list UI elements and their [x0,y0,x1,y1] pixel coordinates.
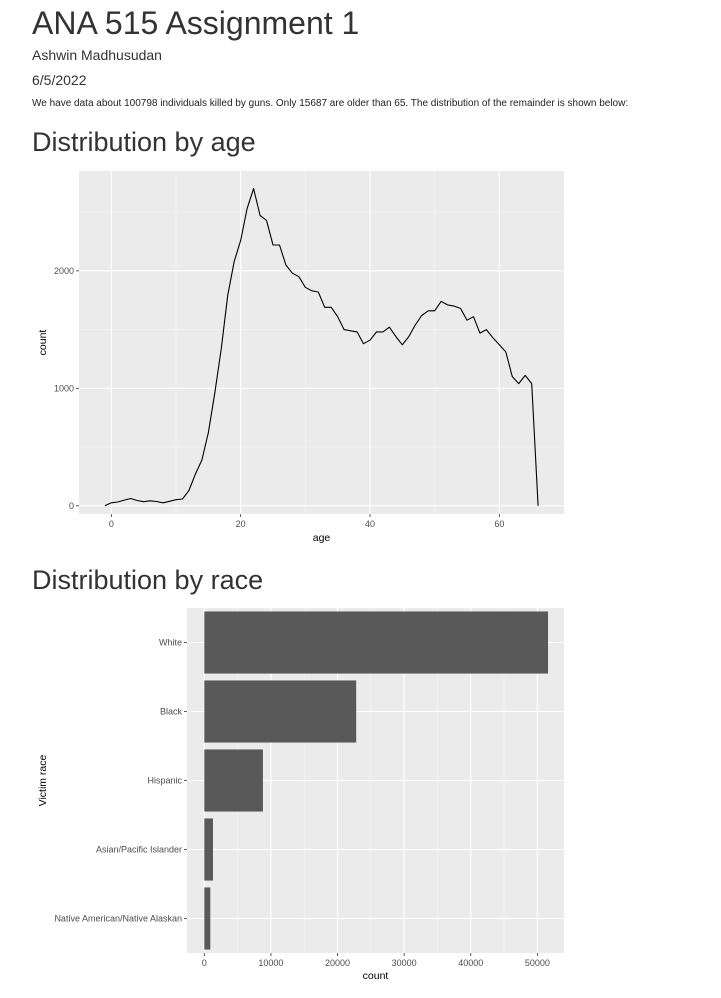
x-tick-label: 40000 [458,958,483,968]
x-tick-label: 10000 [258,958,283,968]
plot-panel [79,171,564,514]
section-heading-age: Distribution by age [32,127,256,157]
x-axis-title: count [363,970,389,982]
age-count-line [104,188,539,507]
category-label: Asian/Pacific Islander [96,845,182,855]
x-tick-label: 20 [236,519,246,529]
bar-white [204,611,549,674]
bar-black [204,680,357,743]
x-tick-label: 50000 [525,958,550,968]
x-tick-label: 60 [494,519,504,529]
x-tick-label: 0 [202,958,207,968]
y-axis-title: Victim race [37,754,49,806]
document-title: ANA 515 Assignment 1 [32,5,360,41]
document-date: 6/5/2022 [32,72,87,88]
y-axis-title: count [37,330,49,356]
x-tick-label: 0 [109,519,114,529]
intro-paragraph: We have data about 100798 individuals ki… [32,98,629,109]
x-axis-title: age [313,532,331,544]
category-label: Native American/Native Alaskan [54,914,182,924]
x-tick-label: 30000 [392,958,417,968]
y-tick-label: 1000 [54,383,74,393]
age-distribution-chart: 0 20 40 60 0 1000 2000 age count [37,171,564,544]
x-tick-label: 40 [365,519,375,529]
category-label: Hispanic [147,776,182,786]
bar-hispanic [204,749,263,812]
section-heading-race: Distribution by race [32,565,264,595]
category-label: White [159,638,182,648]
y-tick-label: 0 [69,501,74,511]
bar-asian-pacific-islander [204,818,213,881]
y-tick-label: 2000 [54,266,74,276]
category-label: Black [160,707,183,717]
author-name: Ashwin Madhusudan [32,47,162,63]
x-tick-label: 20000 [325,958,350,968]
race-distribution-chart: White Black Hispanic Asian/Pacific Islander… [37,608,564,982]
bar-native-american-native-alaskan [204,887,211,950]
